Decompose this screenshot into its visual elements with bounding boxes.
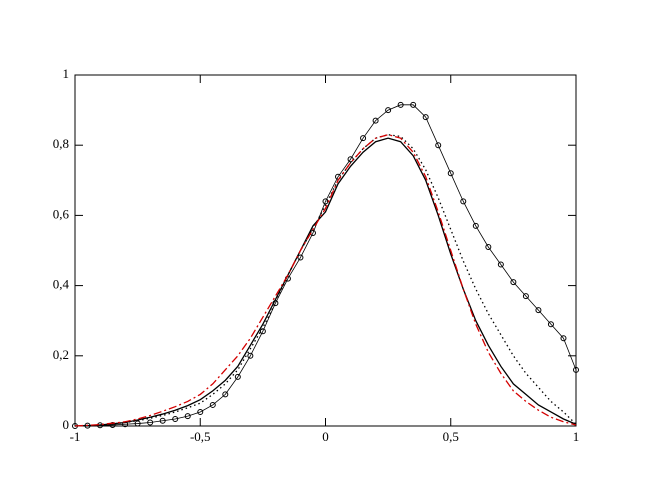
x-tick-label: 1	[573, 429, 580, 444]
marker	[535, 307, 542, 314]
marker	[560, 335, 567, 342]
y-tick-label: 0,8	[53, 136, 69, 151]
x-tick-label: -1	[70, 429, 81, 444]
marker	[485, 243, 492, 250]
y-tick-label: 1	[63, 66, 70, 81]
series-line	[74, 134, 577, 427]
marker	[234, 373, 241, 380]
marker	[397, 101, 404, 108]
marker	[172, 415, 179, 422]
marker	[147, 419, 154, 426]
marker	[222, 391, 229, 398]
marker	[422, 114, 429, 121]
marker	[372, 117, 379, 124]
marker	[134, 420, 141, 427]
marker	[522, 293, 529, 300]
marker	[247, 352, 254, 359]
marker	[259, 328, 266, 335]
marker	[435, 142, 442, 149]
series-line	[74, 137, 577, 427]
marker	[159, 417, 166, 424]
y-tick-label: 0,4	[53, 277, 70, 292]
marker	[573, 366, 579, 373]
y-tick-label: 0,2	[53, 347, 69, 362]
x-tick-label: 0,5	[443, 429, 459, 444]
marker	[184, 413, 191, 420]
marker	[360, 135, 367, 142]
marker	[197, 408, 204, 415]
marker	[472, 222, 479, 229]
marker	[109, 421, 116, 428]
marker	[460, 198, 467, 205]
marker	[547, 321, 554, 328]
marker	[497, 261, 504, 268]
marker	[209, 401, 216, 408]
marker	[297, 254, 304, 261]
y-tick-label: 0,6	[53, 206, 70, 221]
marker	[447, 170, 454, 177]
x-tick-label: 0	[322, 429, 329, 444]
marker	[510, 279, 517, 286]
y-tick-label: 0	[63, 417, 70, 432]
series-line	[74, 104, 577, 427]
x-tick-label: -0,5	[190, 429, 211, 444]
marker	[385, 107, 392, 114]
series-line	[74, 133, 577, 427]
marker	[410, 101, 417, 108]
